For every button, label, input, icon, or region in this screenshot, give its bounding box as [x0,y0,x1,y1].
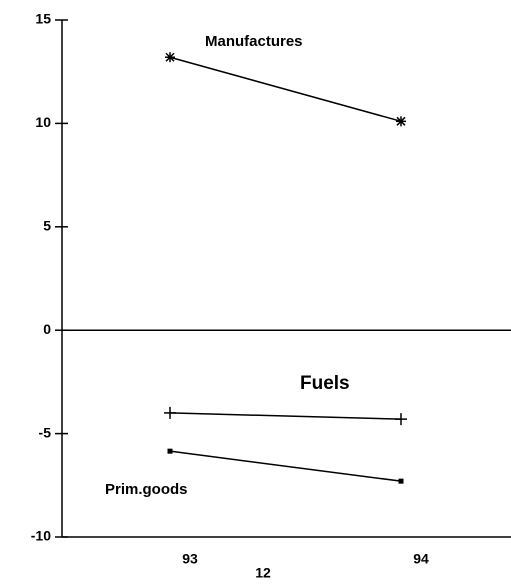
x-tick-label: 94 [413,551,429,567]
point [398,478,404,484]
point [396,116,406,127]
y-tick-label: 5 [43,218,51,234]
series-label: Prim.goods [105,481,188,498]
marker-stroke [396,116,406,126]
series-line [169,412,402,420]
marker-stroke [165,52,175,62]
point [164,406,176,419]
point [165,52,175,63]
marker-square [398,478,404,484]
series-label: Manufactures [205,33,303,50]
series-line [169,450,402,482]
y-tick-label: 10 [35,114,51,130]
y-tick-label: -10 [31,528,51,544]
series-line [169,56,402,123]
y-tick-label: 0 [43,321,51,337]
x-tick-label: 93 [182,551,198,567]
series-label: Fuels [300,373,350,394]
y-tick-label: 15 [35,11,51,27]
page-number: 12 [255,565,271,581]
point [167,448,173,454]
point [395,413,407,426]
marker-square [167,448,173,454]
y-tick-label: -5 [39,424,52,440]
